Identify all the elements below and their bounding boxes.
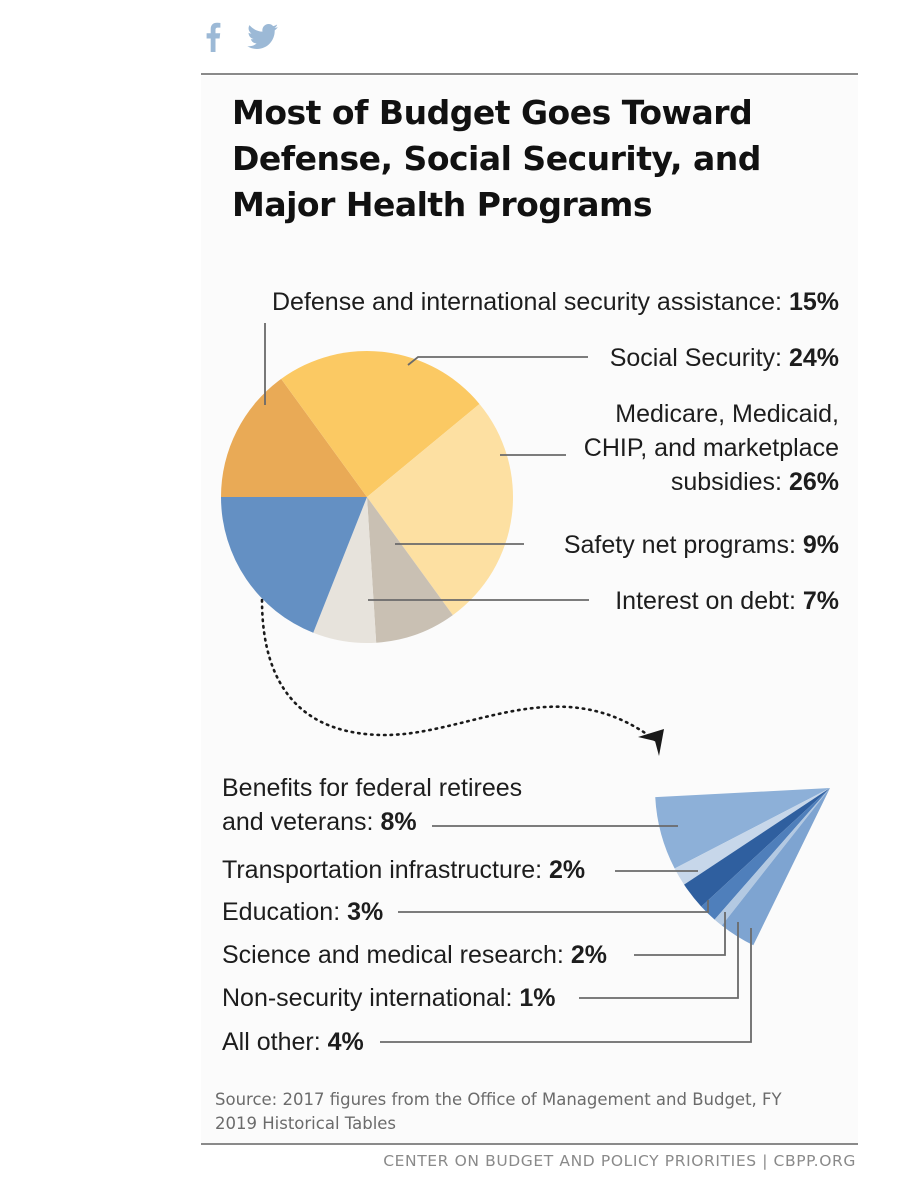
pie-slice-other_total [221, 497, 367, 633]
pie-slice-health [367, 403, 513, 616]
pie-slice-social_security [281, 351, 480, 497]
fan-slice-transportation [674, 788, 830, 885]
chart-title: Most of Budget Goes Toward Defense, Soci… [232, 93, 761, 224]
label-defense: Defense and international security assis… [271, 288, 839, 316]
label-retirees: Benefits for federal retirees and vetera… [222, 774, 523, 836]
footer-credit: CENTER ON BUDGET AND POLICY PRIORITIES |… [383, 1152, 856, 1170]
leader-international [579, 922, 739, 999]
social-bar [205, 22, 279, 57]
facebook-icon[interactable] [205, 22, 221, 57]
main-pie [221, 351, 513, 643]
label-science: Science and medical research: 2% [222, 941, 607, 969]
fan-slice-international [714, 788, 830, 926]
fan-slice-education [684, 788, 830, 907]
top-divider [201, 73, 858, 75]
arrow-head-icon [638, 729, 664, 756]
leader-science [634, 912, 726, 956]
fan-slice-science [701, 788, 830, 920]
bottom-divider [201, 1143, 858, 1145]
fan-slice-retirees [655, 788, 830, 869]
source-note: Source: 2017 figures from the Office of … [215, 1090, 782, 1133]
label-international: Non-security international: 1% [222, 984, 556, 1012]
label-all-other: All other: 4% [222, 1028, 364, 1056]
label-social-security: Social Security: 24% [609, 344, 839, 372]
fan-slice-all_other [721, 788, 830, 946]
pie-slice-interest [313, 497, 377, 643]
dotted-connector [260, 598, 657, 742]
leader-all-other [380, 928, 752, 1043]
label-interest: Interest on debt: 7% [615, 587, 839, 615]
label-transportation: Transportation infrastructure: 2% [222, 856, 586, 884]
leader-lines [264, 323, 752, 1043]
label-safety-net: Safety net programs: 9% [563, 531, 839, 559]
detail-fan [655, 788, 830, 946]
leader-social-security [407, 356, 588, 366]
pie-slice-safety_net [367, 497, 453, 643]
pie-slice-defense [221, 378, 367, 497]
label-health: Medicare, Medicaid, CHIP, and marketplac… [583, 400, 839, 496]
label-education: Education: 3% [222, 898, 384, 926]
twitter-icon[interactable] [247, 24, 279, 55]
leader-education [398, 900, 709, 913]
